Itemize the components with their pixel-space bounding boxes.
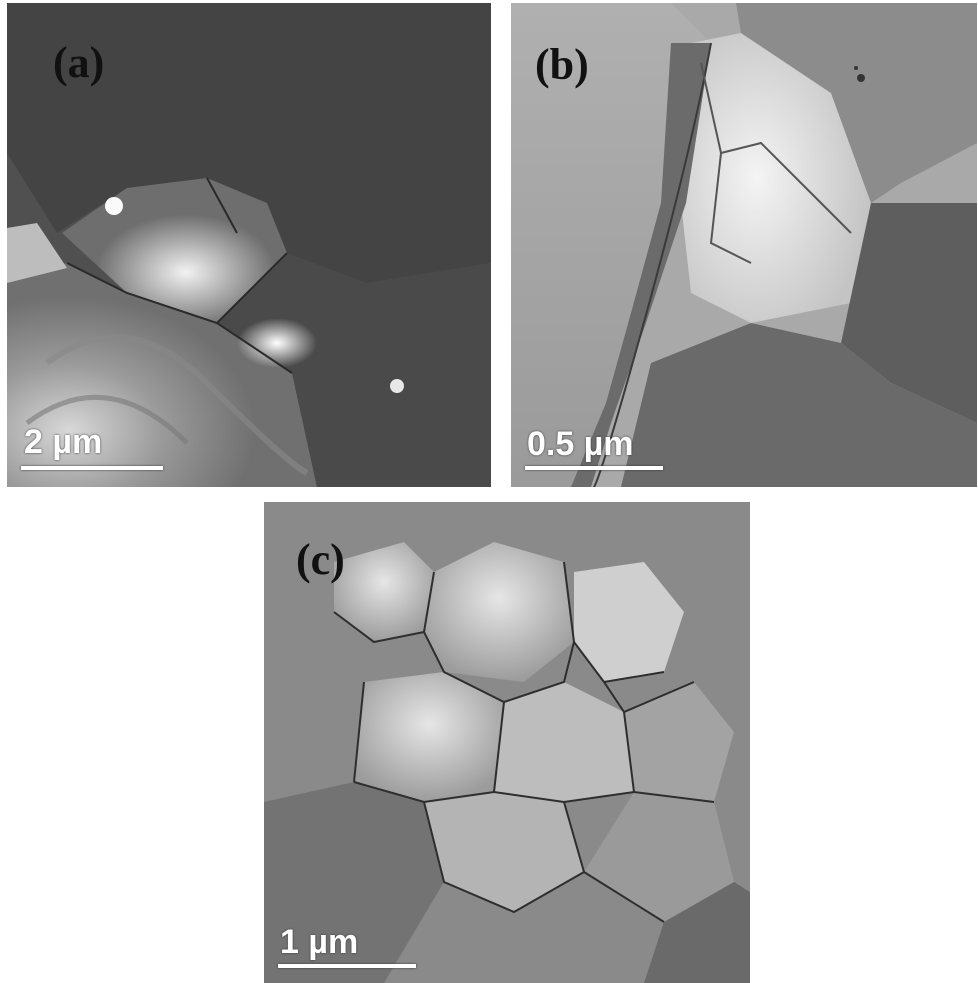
tem-image-a xyxy=(7,3,491,487)
panel-label-c: (c) xyxy=(296,535,345,584)
micrograph-panel-c: (c) 1 µm xyxy=(264,502,750,983)
tem-image-b xyxy=(511,3,977,487)
panel-label-a: (a) xyxy=(53,38,105,87)
micrograph-panel-b: (b) 0.5 µm xyxy=(511,3,977,487)
scale-bar-b xyxy=(525,466,663,470)
micrograph-panel-a: (a) 2 µm xyxy=(7,3,491,487)
panel-label-b: (b) xyxy=(535,40,589,89)
scale-bar-label-c: 1 µm xyxy=(280,923,359,961)
scale-bar-label-a: 2 µm xyxy=(24,423,103,461)
scale-bar-c xyxy=(278,964,416,968)
scale-bar-label-b: 0.5 µm xyxy=(527,425,634,463)
scale-bar-a xyxy=(21,466,163,470)
tem-image-c xyxy=(264,502,750,983)
